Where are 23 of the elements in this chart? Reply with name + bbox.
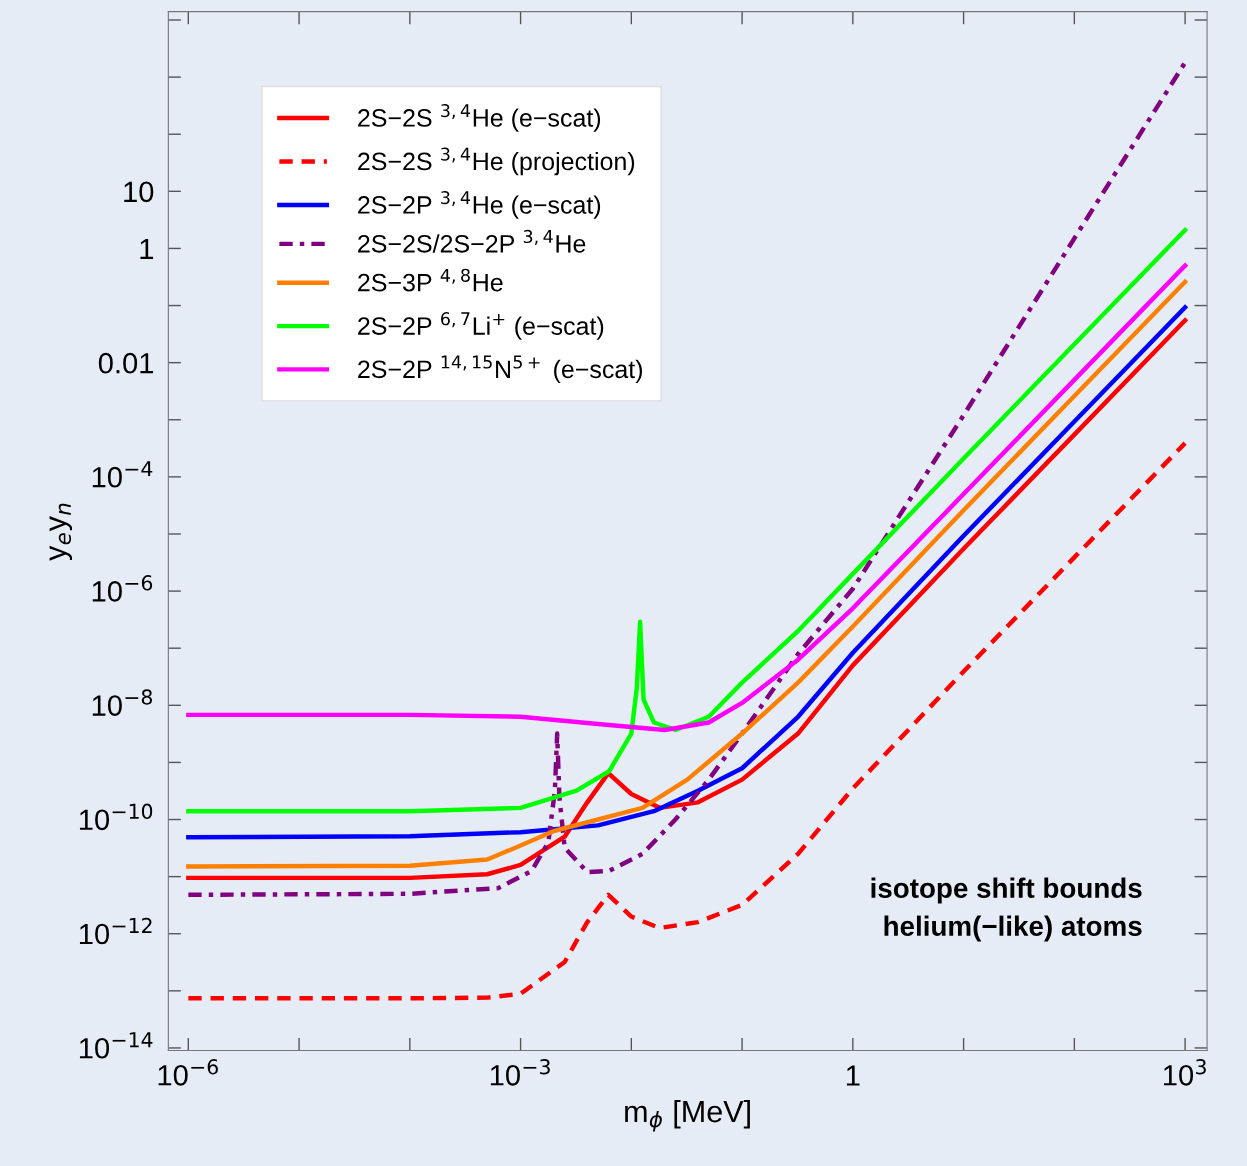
y-axis-title: y$_{e}$y$_{n}$ [49,503,73,561]
legend-label: 2S−2S/2S−2P $^{3,4}$He [358,229,586,253]
x-tick-label: 10$^{3}$ [1163,1059,1206,1086]
y-tick-label: 0.01 [98,352,154,374]
legend-label: 2S−2P $^{6,7}$Li$^{+}$ (e−scat) [358,312,604,340]
y-tick-label: 10$^{−4}$ [92,461,153,488]
y-tick-label: 1 [140,238,154,260]
y-tick-label: 10$^{−6}$ [92,575,153,602]
legend-label: 2S−2P $^{14,15}$N$^{5+}$ (e−scat) [358,355,642,384]
annotation: isotope shift bounds helium(−like) atoms [871,877,1142,942]
y-tick-label: 10$^{−10}$ [79,803,153,831]
x-tick-label: 1 [846,1065,860,1086]
y-tick-label: 10$^{−12}$ [79,917,152,945]
x-tick-label: 10$^{−3}$ [490,1059,550,1086]
y-tick-label: 10$^{−14}$ [79,1032,153,1059]
x-axis-title: m$_{ϕ}$ [MeV] [625,1099,750,1132]
y-tick-label: 10$^{−8}$ [92,689,152,716]
x-tick-label: 10$^{−6}$ [158,1059,218,1086]
legend-label: 2S−2P $^{3,4}$He (e−scat) [358,190,601,219]
legend-label: 2S−2S $^{3,4}$He (e−scat) [358,103,601,132]
legend-label: 2S−2S $^{3,4}$He (projection) [358,147,635,176]
y-tick-label: 10 [124,181,154,203]
legend-label: 2S−3P $^{4,8}$He [358,268,503,292]
